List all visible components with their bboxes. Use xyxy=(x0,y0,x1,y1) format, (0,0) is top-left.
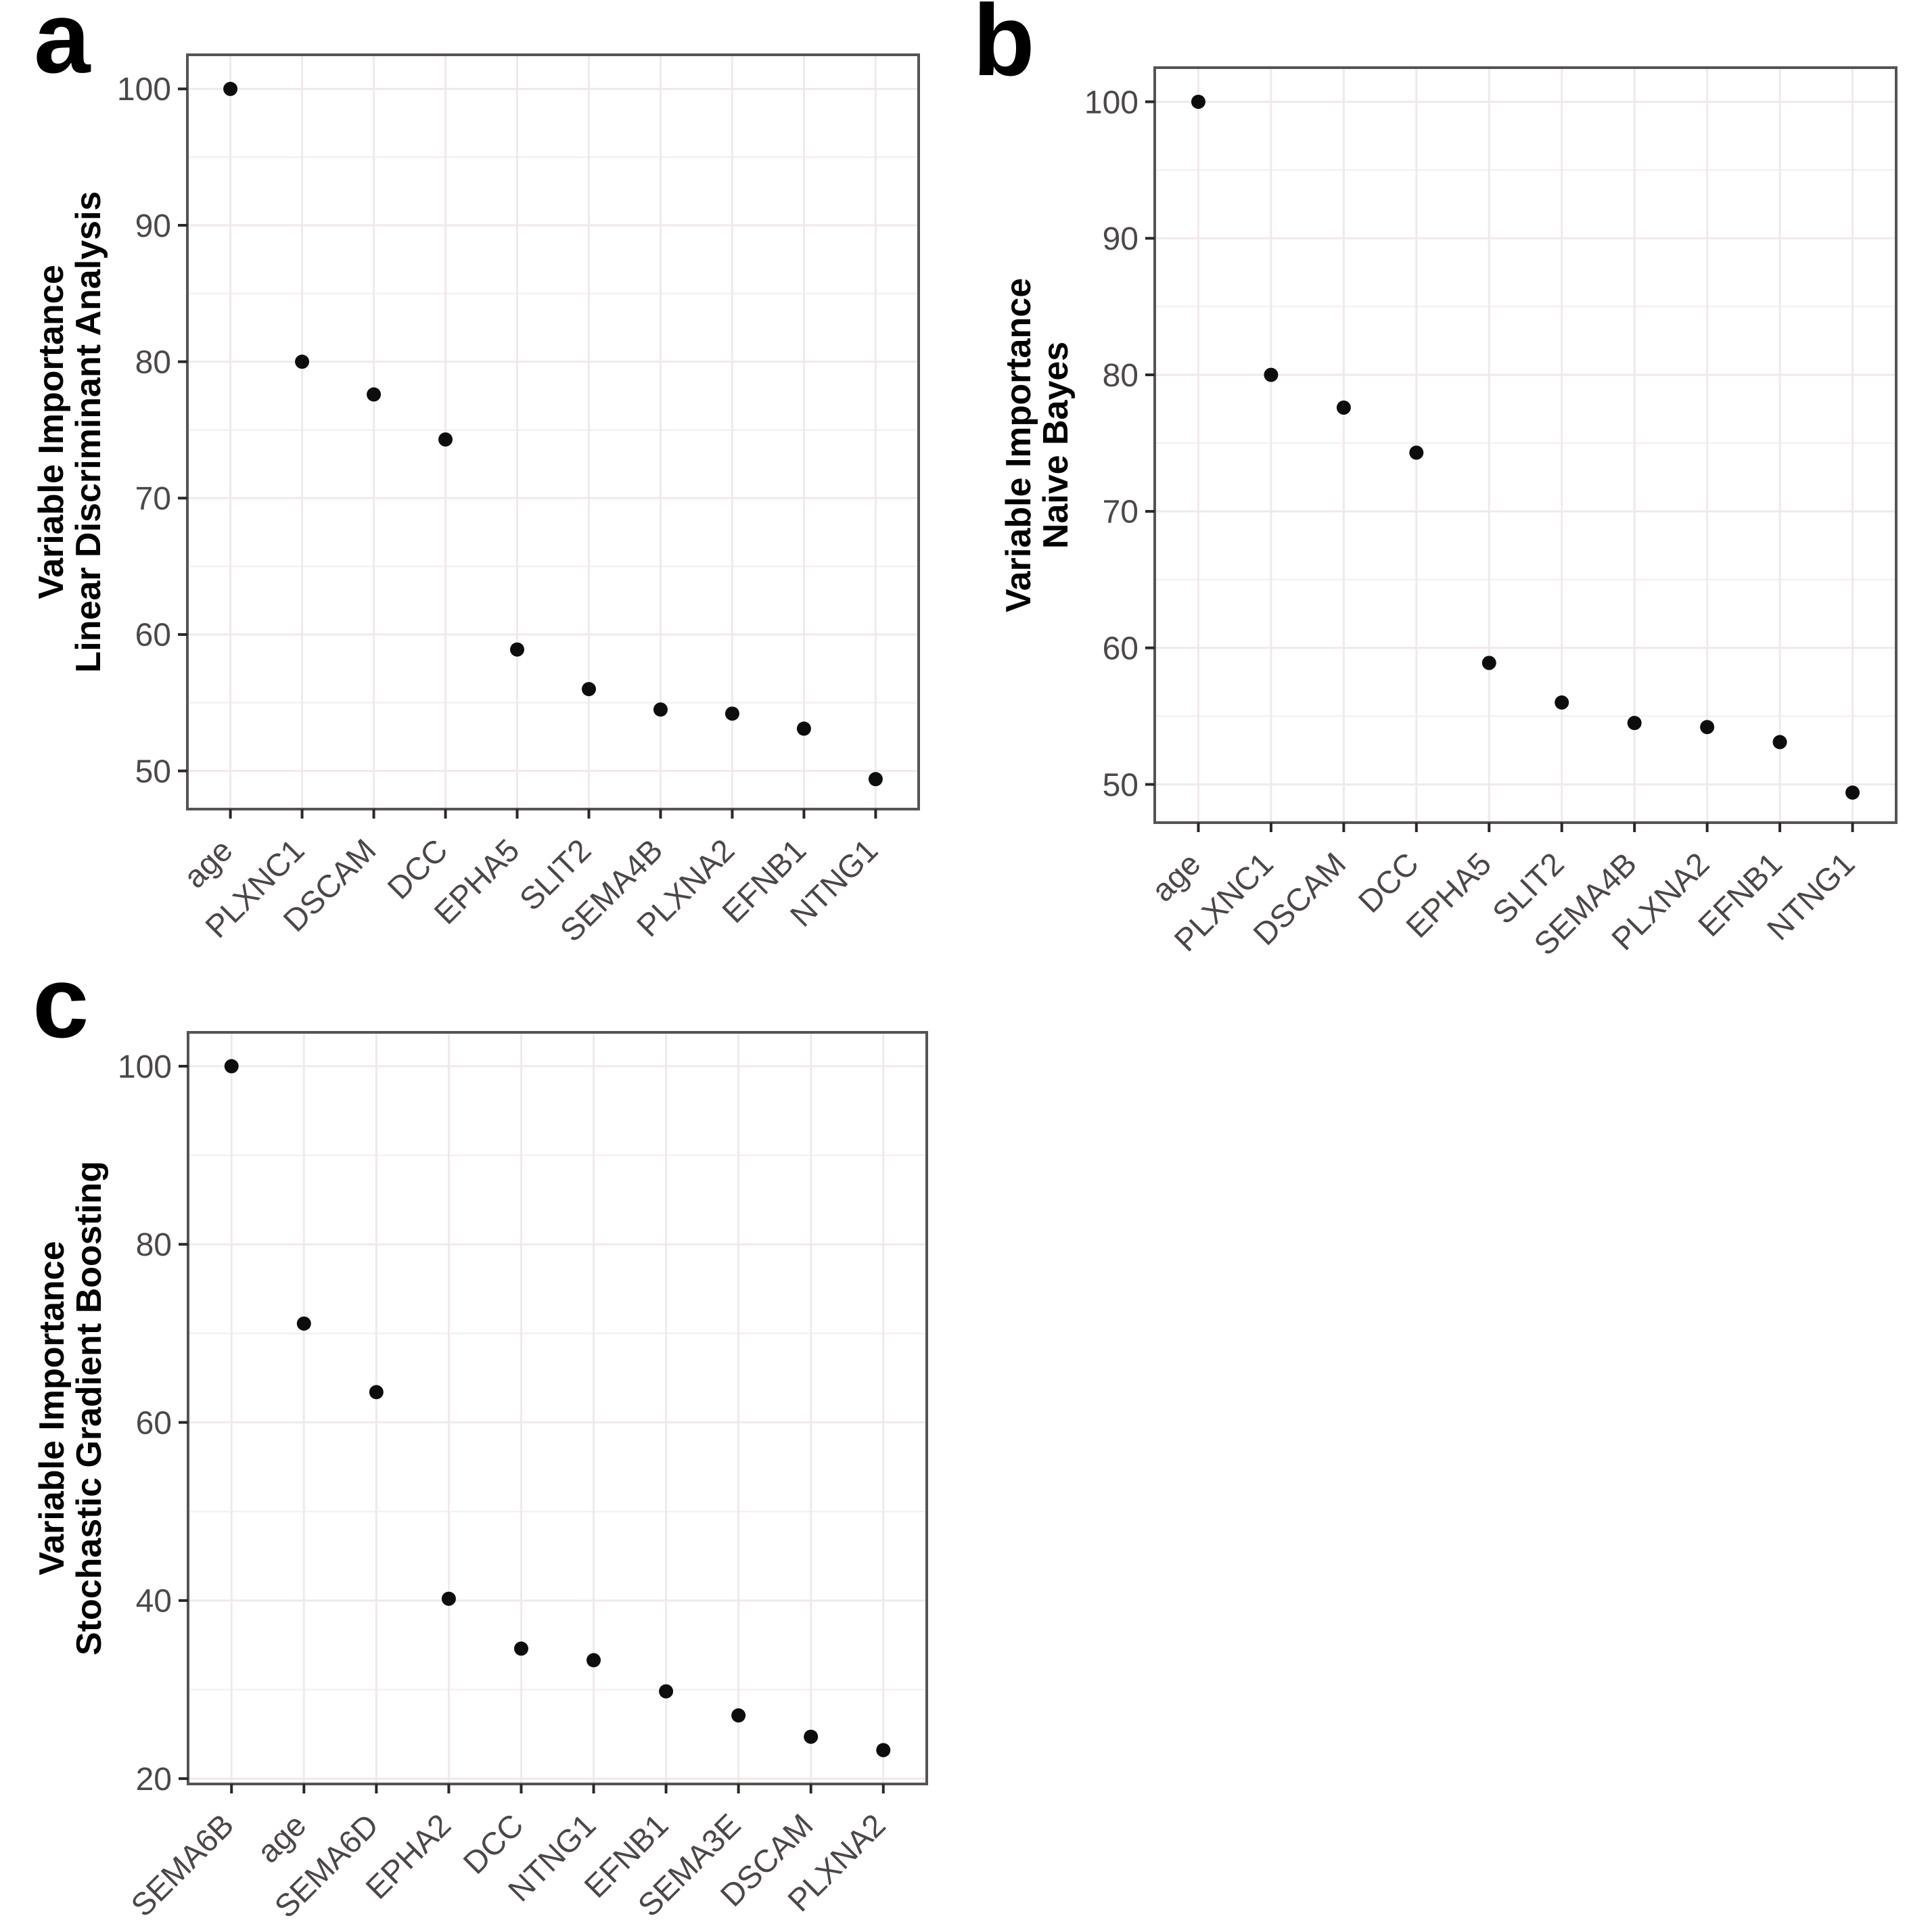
y-axis-title-line1: Variable Importance xyxy=(32,265,71,599)
y-tick-label: 100 xyxy=(117,72,171,108)
panel-c-letter: c xyxy=(32,945,89,1059)
x-tick-label: SEMA6B xyxy=(124,1807,240,1923)
data-point xyxy=(724,706,739,721)
y-axis-title-line2: Naive Bayes xyxy=(1036,342,1076,549)
y-axis-title-line1: Variable Importance xyxy=(999,278,1038,612)
panel-c: c 20 40 60 80 100 SEMA6B age SEMA6D EPHA2 DCC NTNG… xyxy=(0,951,966,1924)
data-point xyxy=(1772,735,1787,750)
data-point xyxy=(224,1059,239,1074)
panel-a-scatter-plot: 5060708090100agePLXNC1DSCAMDCCEPHA5SLIT2… xyxy=(32,53,920,948)
panel-border xyxy=(187,1031,928,1785)
panel-border xyxy=(186,53,920,810)
data-point xyxy=(659,1684,674,1699)
data-point xyxy=(1409,445,1424,460)
data-point xyxy=(1845,785,1860,800)
y-tick-label: 20 xyxy=(136,1762,172,1797)
panel-border xyxy=(1153,66,1898,824)
y-tick-label: 40 xyxy=(136,1584,172,1620)
panel-b-letter: b xyxy=(973,0,1035,97)
x-tick-label: age xyxy=(177,832,239,895)
data-point xyxy=(1481,656,1496,670)
data-point xyxy=(367,387,382,402)
data-point xyxy=(1191,94,1205,109)
panel-b: b 50 60 70 80 90 100 age PLXNC1 DSCAM DCC EPHA5 SLI… xyxy=(966,0,1932,962)
y-tick-label: 80 xyxy=(1103,358,1138,394)
data-point xyxy=(731,1708,746,1723)
y-tick-label: 80 xyxy=(136,1227,172,1263)
data-point xyxy=(295,354,310,369)
panel-a: a 50 60 70 80 90 100 age PLXNC1 DSCAM DCC EPHA5 SLI… xyxy=(0,0,966,962)
y-tick-label: 100 xyxy=(118,1049,172,1085)
y-tick-label: 70 xyxy=(135,481,171,517)
data-point xyxy=(804,1729,819,1744)
y-axis-title-line2: Stochastic Gradient Boosting xyxy=(70,1161,109,1655)
data-point xyxy=(876,1743,891,1758)
data-point xyxy=(586,1653,601,1668)
data-point xyxy=(513,1641,528,1656)
data-point xyxy=(296,1316,311,1331)
y-tick-label: 60 xyxy=(1103,631,1138,666)
data-point xyxy=(581,682,596,697)
y-tick-label: 90 xyxy=(135,208,171,244)
data-point xyxy=(223,81,238,96)
data-point xyxy=(369,1385,384,1400)
data-point xyxy=(1264,367,1279,382)
data-point xyxy=(1555,695,1569,710)
plot-background xyxy=(188,1032,927,1784)
y-tick-label: 100 xyxy=(1084,85,1138,120)
y-tick-label: 70 xyxy=(1103,495,1138,530)
data-point xyxy=(868,772,883,787)
data-point xyxy=(796,721,811,736)
data-point xyxy=(510,642,525,657)
data-point xyxy=(1627,716,1642,731)
y-tick-label: 90 xyxy=(1103,221,1138,257)
plot-background xyxy=(1155,68,1896,823)
y-axis-title-line2: Linear Discriminant Analysis xyxy=(69,191,108,673)
y-axis-title-line1: Variable Importance xyxy=(32,1241,72,1575)
data-point xyxy=(1336,400,1351,415)
plot-background xyxy=(187,55,919,809)
y-tick-label: 50 xyxy=(1103,767,1138,803)
data-point xyxy=(653,702,668,717)
x-tick-label: age xyxy=(250,1807,313,1870)
data-point xyxy=(1700,720,1715,735)
y-tick-label: 50 xyxy=(135,754,171,789)
panel-a-letter: a xyxy=(34,0,91,94)
y-tick-label: 60 xyxy=(136,1405,172,1441)
y-tick-label: 60 xyxy=(135,618,171,654)
x-tick-label: age xyxy=(1145,846,1208,909)
data-point xyxy=(441,1591,456,1606)
data-point xyxy=(438,432,453,447)
y-tick-label: 80 xyxy=(135,344,171,380)
panel-b-scatter-plot: 5060708090100agePLXNC1DSCAMDCCEPHA5SLIT2… xyxy=(999,66,1898,962)
